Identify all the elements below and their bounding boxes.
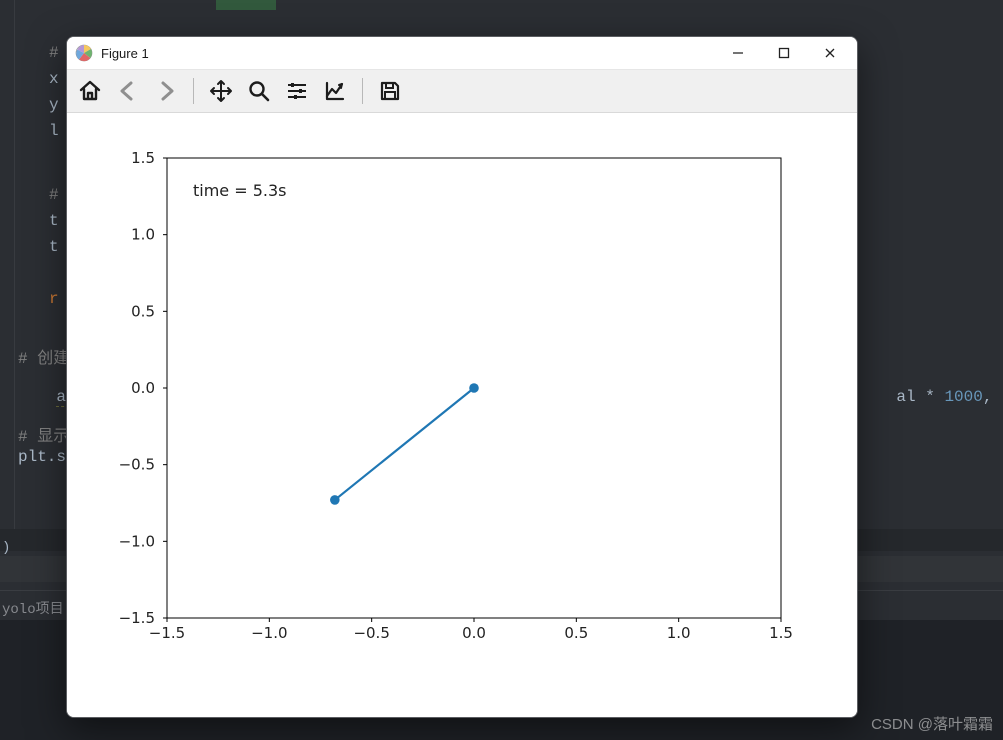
svg-text:0.0: 0.0 [131, 379, 155, 397]
forward-icon[interactable] [151, 76, 181, 106]
ide-selection-highlight [216, 0, 276, 10]
code-line-tail: al * 1000, bli [858, 370, 1003, 424]
svg-text:−1.5: −1.5 [119, 609, 155, 627]
code-line: # 显示 [18, 422, 69, 446]
code-line: t [49, 238, 59, 256]
matplotlib-toolbar [67, 70, 857, 113]
code-line: t [49, 212, 59, 230]
svg-text:0.5: 0.5 [564, 624, 588, 642]
home-icon[interactable] [75, 76, 105, 106]
ide-gutter [0, 0, 15, 540]
code-line: plt.s [18, 448, 66, 466]
svg-text:1.5: 1.5 [769, 624, 793, 642]
svg-text:1.0: 1.0 [667, 624, 691, 642]
plot-annotation: time = 5.3s [193, 181, 287, 200]
code-paren: ) [2, 540, 10, 556]
code-line: # 创建 [18, 344, 69, 368]
code-line: # [49, 44, 59, 62]
close-button[interactable] [807, 37, 853, 69]
save-icon[interactable] [375, 76, 405, 106]
svg-text:1.5: 1.5 [131, 149, 155, 167]
svg-text:1.0: 1.0 [131, 226, 155, 244]
axes-edit-icon[interactable] [320, 76, 350, 106]
zoom-icon[interactable] [244, 76, 274, 106]
code-line: r [49, 290, 59, 308]
pan-icon[interactable] [206, 76, 236, 106]
subplot-config-icon[interactable] [282, 76, 312, 106]
code-line: # [49, 186, 59, 204]
plot-canvas[interactable]: −1.5−1.0−0.50.00.51.01.5−1.5−1.0−0.50.00… [67, 113, 857, 717]
plot-svg: −1.5−1.0−0.50.00.51.01.5−1.5−1.0−0.50.00… [67, 113, 857, 717]
breadcrumb-text: yolo项目 [2, 602, 64, 618]
code-line: l [49, 122, 59, 140]
minimize-button[interactable] [715, 37, 761, 69]
back-icon[interactable] [113, 76, 143, 106]
svg-text:−0.5: −0.5 [119, 456, 155, 474]
matplotlib-app-icon [75, 44, 93, 62]
toolbar-separator [362, 78, 363, 104]
svg-text:−1.0: −1.0 [119, 532, 155, 550]
csdn-watermark: CSDN @落叶霜霜 [871, 713, 993, 734]
maximize-button[interactable] [761, 37, 807, 69]
toolbar-separator [193, 78, 194, 104]
svg-text:−0.5: −0.5 [353, 624, 389, 642]
window-title: Figure 1 [101, 46, 715, 61]
svg-text:0.0: 0.0 [462, 624, 486, 642]
window-titlebar[interactable]: Figure 1 [67, 37, 857, 70]
code-line: x [49, 70, 59, 88]
svg-text:−1.0: −1.0 [251, 624, 287, 642]
code-line: y [49, 96, 59, 114]
figure-window: Figure 1 [66, 36, 858, 718]
svg-text:0.5: 0.5 [131, 302, 155, 320]
